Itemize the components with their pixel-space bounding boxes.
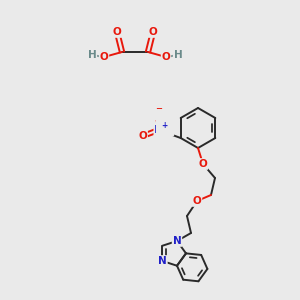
Text: N: N — [154, 125, 163, 135]
Text: O: O — [151, 107, 159, 116]
Text: O: O — [112, 27, 122, 37]
Text: O: O — [100, 52, 108, 62]
Text: O: O — [162, 52, 170, 62]
Text: O: O — [193, 196, 201, 206]
Text: N: N — [172, 236, 182, 246]
Text: N: N — [158, 256, 167, 266]
Text: H: H — [174, 50, 182, 60]
Text: O: O — [148, 27, 158, 37]
Text: −: − — [155, 104, 162, 113]
Text: H: H — [88, 50, 96, 60]
Text: O: O — [199, 159, 207, 169]
Text: +: + — [162, 121, 168, 130]
Text: O: O — [138, 131, 147, 141]
